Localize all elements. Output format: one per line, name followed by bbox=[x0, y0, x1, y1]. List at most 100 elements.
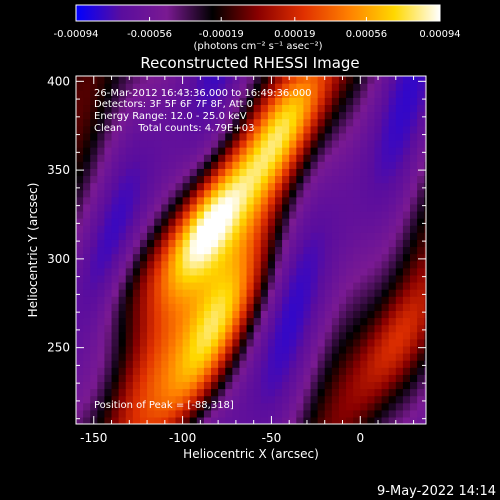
heatmap-cell bbox=[225, 367, 233, 375]
heatmap-cell bbox=[417, 239, 425, 248]
heatmap-cell bbox=[346, 402, 354, 411]
heatmap-cell bbox=[395, 324, 404, 333]
heatmap-cell bbox=[168, 274, 177, 283]
heatmap-cell bbox=[402, 395, 411, 404]
heatmap-cell bbox=[118, 317, 127, 326]
heatmap-cell bbox=[324, 118, 333, 127]
heatmap-cell bbox=[388, 161, 397, 169]
heatmap-cell bbox=[338, 409, 347, 418]
heatmap-cell bbox=[303, 175, 312, 184]
heatmap-cell bbox=[274, 331, 283, 340]
heatmap-cell bbox=[331, 360, 340, 368]
heatmap-cell bbox=[182, 303, 191, 311]
heatmap-cell bbox=[83, 374, 91, 382]
heatmap-cell bbox=[395, 161, 404, 169]
heatmap-cell bbox=[282, 317, 290, 326]
heatmap-cell bbox=[402, 232, 411, 240]
heatmap-cell bbox=[168, 111, 177, 120]
heatmap-cell bbox=[289, 161, 297, 169]
heatmap-cell bbox=[367, 203, 376, 212]
heatmap-cell bbox=[139, 281, 148, 290]
heatmap-cell bbox=[125, 352, 134, 361]
heatmap-cell bbox=[196, 189, 205, 198]
heatmap-cell bbox=[90, 274, 98, 283]
heatmap-cell bbox=[118, 324, 127, 333]
heatmap-cell bbox=[388, 253, 397, 262]
heatmap-cell bbox=[388, 218, 397, 226]
heatmap-cell bbox=[97, 203, 106, 212]
heatmap-cell bbox=[125, 338, 134, 347]
heatmap-cell bbox=[118, 210, 127, 219]
heatmap-cell bbox=[218, 139, 226, 148]
heatmap-cell bbox=[346, 147, 354, 155]
heatmap-cell bbox=[381, 218, 390, 226]
heatmap-cell bbox=[331, 132, 340, 141]
heatmap-cell bbox=[111, 147, 120, 155]
heatmap-cell bbox=[76, 360, 84, 368]
heatmap-cell bbox=[104, 90, 113, 98]
heatmap-cell bbox=[381, 83, 390, 91]
heatmap-cell bbox=[232, 147, 241, 155]
heatmap-cell bbox=[111, 381, 120, 390]
heatmap-cell bbox=[118, 303, 127, 311]
heatmap-cell bbox=[303, 83, 312, 91]
heatmap-cell bbox=[154, 416, 162, 424]
heatmap-cell bbox=[310, 189, 319, 198]
heatmap-cell bbox=[360, 395, 368, 404]
heatmap-cell bbox=[232, 388, 241, 397]
heatmap-cell bbox=[424, 324, 426, 333]
heatmap-cell bbox=[274, 147, 283, 155]
heatmap-cell bbox=[338, 402, 347, 411]
heatmap-cell bbox=[161, 232, 169, 240]
heatmap-cell bbox=[260, 154, 269, 162]
heatmap-cell bbox=[260, 260, 269, 269]
heatmap-cell bbox=[225, 232, 233, 240]
heatmap-cell bbox=[267, 97, 276, 106]
heatmap-cell bbox=[104, 239, 113, 248]
heatmap-cell bbox=[402, 225, 411, 233]
heatmap-cell bbox=[111, 317, 120, 326]
heatmap-cell bbox=[296, 345, 305, 354]
heatmap-cell bbox=[239, 97, 248, 106]
heatmap-cell bbox=[303, 253, 312, 262]
heatmap-cell bbox=[154, 289, 162, 297]
heatmap-cell bbox=[175, 317, 184, 326]
heatmap-cell bbox=[274, 104, 283, 113]
heatmap-cell bbox=[125, 132, 134, 141]
heatmap-cell bbox=[211, 125, 219, 134]
heatmap-cell bbox=[225, 210, 233, 219]
heatmap-cell bbox=[154, 352, 162, 361]
heatmap-cell bbox=[253, 168, 262, 177]
heatmap-cell bbox=[395, 218, 404, 226]
heatmap-cell bbox=[282, 267, 290, 276]
heatmap-cell bbox=[118, 232, 127, 240]
heatmap-cell bbox=[154, 281, 162, 290]
heatmap-cell bbox=[417, 381, 425, 390]
x-tick-label: -100 bbox=[169, 431, 196, 445]
heatmap-cell bbox=[374, 154, 383, 162]
heatmap-cell bbox=[139, 168, 148, 177]
heatmap-cell bbox=[76, 338, 84, 347]
heatmap-cell bbox=[410, 125, 418, 134]
heatmap-cell bbox=[310, 76, 319, 84]
heatmap-cell bbox=[132, 189, 141, 198]
heatmap-cell bbox=[161, 296, 169, 304]
heatmap-cell bbox=[381, 189, 390, 198]
heatmap-cell bbox=[310, 303, 319, 311]
heatmap-cell bbox=[182, 76, 191, 84]
heatmap-cell bbox=[410, 381, 418, 390]
heatmap-cell bbox=[154, 367, 162, 375]
heatmap-cell bbox=[289, 352, 297, 361]
heatmap-cell bbox=[154, 388, 162, 397]
heatmap-cell bbox=[225, 253, 233, 262]
heatmap-cell bbox=[246, 381, 255, 390]
heatmap-cell bbox=[132, 367, 141, 375]
heatmap-cell bbox=[132, 338, 141, 347]
heatmap-cell bbox=[395, 83, 404, 91]
heatmap-cell bbox=[381, 345, 390, 354]
heatmap-cell bbox=[154, 360, 162, 368]
heatmap-cell bbox=[417, 154, 425, 162]
heatmap-cell bbox=[154, 97, 162, 106]
heatmap-cell bbox=[296, 310, 305, 319]
heatmap-cell bbox=[317, 161, 326, 169]
